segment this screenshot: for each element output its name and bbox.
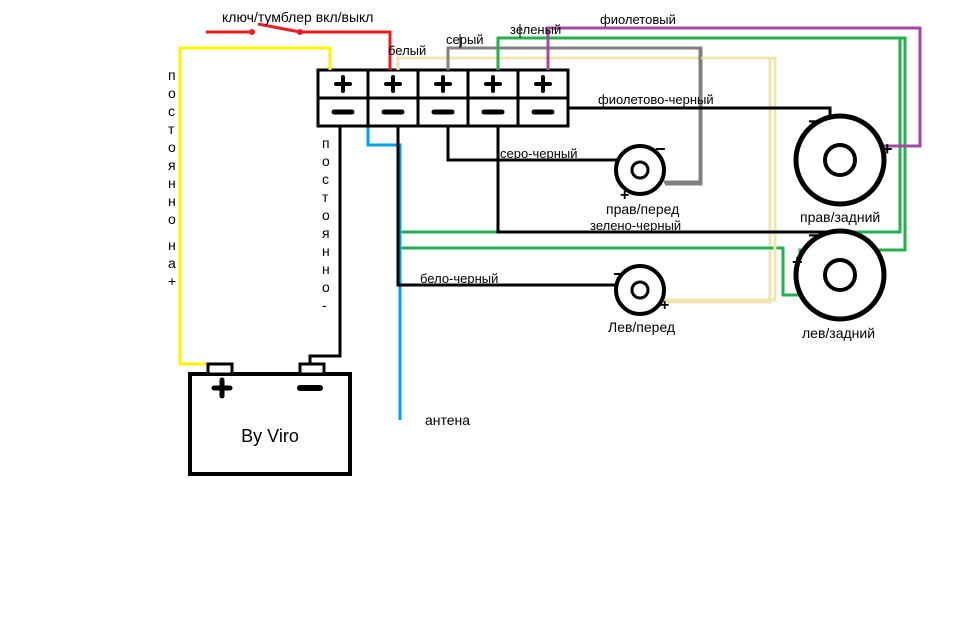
wire-cyan-antenna-2: [372, 126, 395, 420]
label-left-rear: лев/задний: [802, 325, 875, 341]
svg-text:о: о: [322, 279, 330, 295]
svg-text:с: с: [168, 103, 175, 119]
svg-text:п: п: [168, 67, 176, 83]
svg-text:п: п: [322, 135, 330, 151]
svg-text:я: я: [322, 225, 330, 241]
svg-text:н: н: [322, 261, 330, 277]
svg-text:−: −: [808, 225, 820, 247]
wire-yellow-constant-plus: [180, 48, 330, 372]
label-left-front: Лев/перед: [608, 319, 675, 335]
wire-red-switch-open: [258, 24, 300, 32]
svg-text:−: −: [613, 264, 624, 284]
label-right-front: прав/перед: [606, 201, 679, 217]
svg-text:т: т: [168, 121, 175, 137]
label-const-plus: пос тоя нно на+: [168, 67, 176, 289]
svg-text:-: -: [322, 297, 327, 313]
svg-text:с: с: [322, 171, 329, 187]
wiring-diagram: By Viro + − + − + − + − ключ/тумблер вкл…: [0, 0, 960, 626]
label-const-minus: пос тоя нно -: [322, 135, 330, 313]
label-key-toggle: ключ/тумблер вкл/выкл: [222, 9, 373, 25]
label-violet-black: фиолетово-черный: [598, 92, 714, 107]
svg-text:о: о: [168, 139, 176, 155]
label-gray-black: серо-черный: [500, 146, 578, 161]
label-white-black: бело-черный: [420, 271, 498, 286]
switch-terminal-left: [249, 29, 255, 35]
svg-text:т: т: [322, 189, 329, 205]
svg-text:н: н: [168, 175, 176, 191]
label-white: белый: [388, 43, 426, 58]
svg-text:о: о: [168, 85, 176, 101]
svg-text:о: о: [168, 211, 176, 227]
svg-text:н: н: [168, 237, 176, 253]
label-gray: серый: [446, 32, 484, 47]
label-right-rear: прав/задний: [800, 209, 880, 225]
label-green-black: зелено-черный: [590, 218, 681, 233]
switch-terminal-right: [297, 29, 303, 35]
label-green: зеленый: [510, 22, 561, 37]
svg-text:о: о: [322, 153, 330, 169]
label-violet: фиолетовый: [600, 12, 676, 27]
connector-block: [318, 70, 568, 126]
svg-text:н: н: [168, 193, 176, 209]
battery-label: By Viro: [241, 426, 299, 446]
svg-text:+: +: [792, 252, 803, 272]
svg-text:+: +: [168, 273, 176, 289]
svg-text:н: н: [322, 243, 330, 259]
label-antenna: антена: [425, 412, 470, 428]
svg-text:−: −: [808, 111, 820, 133]
svg-text:+: +: [660, 297, 669, 314]
svg-text:+: +: [882, 139, 893, 159]
svg-text:я: я: [168, 157, 176, 173]
speaker-left-front: + −: [613, 264, 669, 314]
svg-text:о: о: [322, 207, 330, 223]
svg-text:а: а: [168, 255, 176, 271]
battery: By Viro: [190, 364, 350, 474]
svg-text:−: −: [655, 139, 666, 159]
wire-red-switch-a: [300, 32, 390, 72]
